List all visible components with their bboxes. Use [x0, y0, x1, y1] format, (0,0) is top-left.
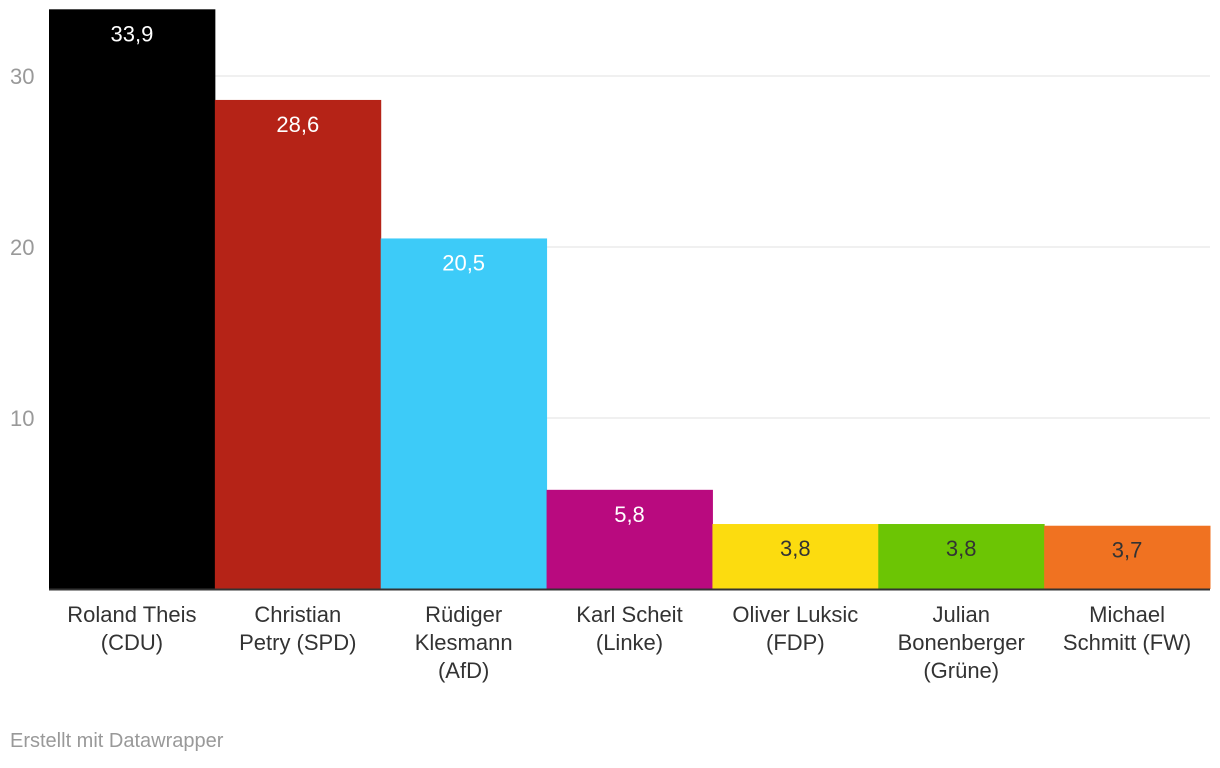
credit-text: Erstellt mit Datawrapper	[10, 730, 224, 752]
bar-value-label: 33,9	[111, 21, 154, 46]
x-tick-label-line: (FDP)	[766, 630, 825, 655]
x-tick-label-line: Klesmann	[415, 630, 513, 655]
x-tick-label: Julian Bonenberger (Grüne)	[898, 602, 1025, 683]
x-tick-label-line: Schmitt (FW)	[1063, 630, 1191, 655]
x-tick-label-line: Karl Scheit	[576, 602, 682, 627]
x-tick-label-line: (CDU)	[101, 630, 163, 655]
bar	[546, 489, 713, 589]
bar	[878, 524, 1045, 589]
bar-value-label: 3,7	[1112, 538, 1143, 563]
x-axis-labels: Roland Theis (CDU) Christian Petry (SPD) Rüd…	[67, 602, 1191, 683]
y-tick-label: 20	[10, 235, 34, 260]
x-tick-label-line: Christian	[254, 602, 341, 627]
x-tick-label-line: Roland Theis	[67, 602, 196, 627]
x-tick-label-line: (Linke)	[596, 630, 663, 655]
y-axis-ticks: 10 20 30	[10, 64, 34, 431]
x-tick-label-line: (Grüne)	[923, 658, 999, 683]
bar	[380, 238, 548, 589]
x-tick-label: Rüdiger Klesmann (AfD)	[415, 602, 513, 683]
x-tick-label: Roland Theis (CDU)	[67, 602, 196, 655]
bar	[49, 9, 216, 590]
bar	[1044, 525, 1211, 589]
x-tick-label: Christian Petry (SPD)	[239, 602, 356, 655]
x-tick-label-line: Bonenberger	[898, 630, 1025, 655]
bars: 33,9 28,6 20,5 5,8 3,8 3,8 3,7	[49, 9, 1211, 590]
bar	[214, 99, 382, 589]
x-tick-label: Michael Schmitt (FW)	[1063, 602, 1191, 655]
bar-value-label: 28,6	[276, 112, 319, 137]
bar-value-label: 3,8	[780, 536, 811, 561]
x-tick-label: Oliver Luksic (FDP)	[732, 602, 858, 655]
x-tick-label-line: Oliver Luksic	[732, 602, 858, 627]
bar-value-label: 20,5	[442, 250, 485, 275]
x-tick-label-line: Rüdiger	[425, 602, 502, 627]
x-tick-label-line: Julian	[932, 602, 989, 627]
bar-value-label: 5,8	[614, 502, 645, 527]
x-tick-label-line: (AfD)	[438, 658, 489, 683]
x-tick-label-line: Michael	[1089, 602, 1165, 627]
x-tick-label: Karl Scheit (Linke)	[576, 602, 682, 655]
bar-value-label: 3,8	[946, 536, 977, 561]
bar	[712, 524, 879, 589]
x-tick-label-line: Petry (SPD)	[239, 630, 356, 655]
y-tick-label: 30	[10, 64, 34, 89]
y-tick-label: 10	[10, 406, 34, 431]
